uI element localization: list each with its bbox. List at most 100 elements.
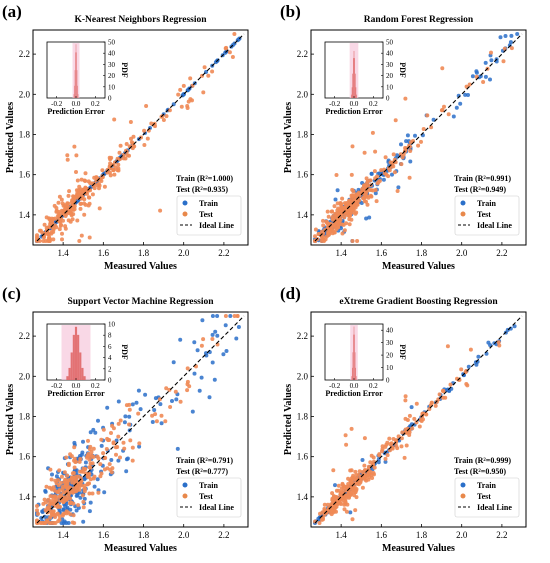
test-point: [351, 193, 356, 198]
test-point: [372, 465, 377, 470]
test-point: [145, 136, 150, 141]
train-point: [483, 60, 488, 65]
train-point: [192, 371, 197, 376]
test-point: [317, 232, 321, 236]
test-point: [437, 392, 442, 397]
test-point: [359, 191, 364, 196]
test-point: [369, 453, 374, 458]
test-point: [342, 228, 347, 233]
test-point: [313, 227, 318, 232]
test-point: [95, 183, 100, 188]
train-point: [399, 142, 403, 147]
test-point: [357, 469, 362, 474]
test-point: [345, 201, 349, 205]
test-point: [90, 454, 94, 459]
y-tick-label: 1.4: [297, 492, 309, 502]
test-point: [362, 436, 367, 441]
inset-x-tick-label: 0.0: [350, 100, 359, 108]
x-tick-label: 1.6: [376, 530, 388, 540]
x-tick-label: 1.4: [58, 248, 70, 258]
test-point: [188, 97, 193, 102]
test-point: [364, 478, 369, 483]
x-tick-label: 1.6: [98, 248, 110, 258]
train-point: [109, 458, 114, 462]
test-point: [232, 32, 237, 36]
test-point: [51, 509, 56, 514]
x-tick-label: 1.4: [336, 530, 348, 540]
test-point: [102, 184, 107, 189]
train-point: [390, 172, 394, 177]
test-point: [395, 189, 400, 193]
test-point: [65, 473, 70, 478]
test-point: [375, 174, 379, 179]
x-axis-label: Measured Values: [382, 261, 455, 272]
panel-label: (b): [280, 2, 301, 21]
test-point: [86, 472, 90, 477]
train-point: [466, 364, 471, 369]
test-point: [408, 149, 413, 153]
train-point: [333, 483, 337, 488]
test-point: [79, 233, 84, 238]
test-point: [97, 206, 102, 211]
test-point: [56, 212, 61, 217]
test-point: [51, 496, 56, 501]
test-point: [344, 209, 349, 214]
test-point: [364, 176, 369, 181]
y-axis-label: Predicted Values: [283, 102, 294, 173]
test-point: [429, 401, 434, 405]
train-point: [376, 460, 381, 465]
train-point: [87, 509, 92, 514]
x-tick-label: 2.0: [456, 530, 468, 540]
train-point: [43, 488, 48, 493]
y-tick-label: 1.6: [297, 170, 309, 180]
test-point: [350, 144, 355, 149]
test-point: [88, 181, 93, 186]
test-point: [47, 503, 52, 508]
test-point: [128, 438, 133, 443]
test-point: [53, 478, 58, 483]
test-point: [87, 457, 92, 462]
test-point: [380, 447, 385, 452]
histogram-bar: [354, 73, 356, 98]
test-point: [407, 413, 412, 418]
test-point: [353, 211, 358, 216]
test-point: [40, 521, 45, 525]
test-point: [47, 235, 52, 240]
test-point: [353, 477, 358, 482]
inset-y-tick-label: 30: [386, 61, 394, 69]
legend-test-marker: [460, 211, 466, 217]
test-point: [330, 498, 335, 503]
test-r2-stat: Test (R²=0.950): [454, 467, 506, 476]
x-tick-label: 1.8: [416, 248, 428, 258]
test-point: [124, 142, 129, 146]
test-point: [163, 419, 168, 424]
test-point: [71, 513, 76, 518]
inset-histogram: -0.2 0.0 0.2 0 10 20 30 40 50 Prediction Error PDF: [324, 39, 407, 116]
test-point: [101, 427, 106, 432]
test-point: [336, 216, 341, 221]
test-point: [362, 150, 367, 155]
test-point: [344, 442, 349, 447]
test-point: [339, 491, 344, 496]
train-point: [143, 392, 148, 397]
legend-train-label: Train: [477, 481, 497, 490]
test-point: [132, 144, 137, 149]
histogram-bar: [75, 52, 76, 98]
test-point: [69, 454, 74, 459]
train-point: [508, 40, 513, 45]
test-point: [344, 204, 349, 209]
test-point: [335, 222, 340, 227]
test-point: [360, 485, 365, 490]
test-point: [361, 188, 366, 193]
train-point: [498, 35, 503, 40]
test-point: [43, 239, 48, 243]
inset-x-tick-label: 0.0: [72, 382, 81, 390]
inset-y-tick-label: 40: [108, 50, 116, 58]
test-point: [185, 106, 190, 110]
test-point: [105, 436, 110, 441]
test-point: [130, 458, 135, 463]
test-point: [75, 178, 80, 183]
test-point: [87, 465, 92, 470]
ideal-line: [314, 33, 523, 242]
test-point: [114, 452, 118, 457]
